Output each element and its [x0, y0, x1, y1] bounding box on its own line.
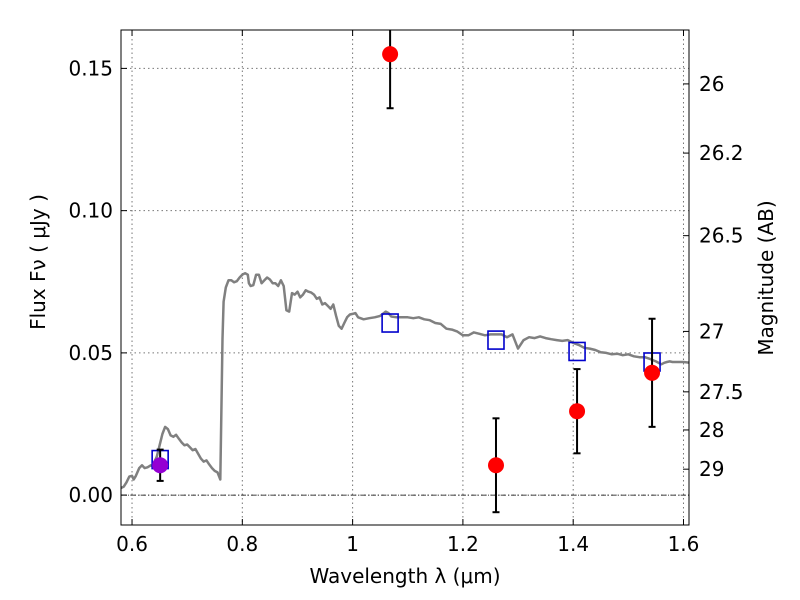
- mag-tick-label: 26.5: [699, 224, 744, 248]
- plot-frame: [120, 29, 690, 526]
- x-tick-label: 0.8: [226, 532, 258, 556]
- mag-tick-label: 28: [699, 418, 724, 442]
- synthetic-photometry-point: [568, 341, 586, 362]
- mag-tick-label: 26: [699, 72, 724, 96]
- y-tick-label: 0.15: [68, 56, 113, 80]
- synthetic-photometry-point: [487, 330, 505, 350]
- mag-tick-label: 27: [699, 319, 724, 343]
- y-tick-label: 0.10: [68, 199, 113, 223]
- x-tick-label: 0.6: [116, 532, 148, 556]
- x-tick-label: 1.2: [447, 532, 479, 556]
- mag-tick-label: 26.2: [699, 141, 744, 165]
- observed-photometry-point: [644, 364, 661, 381]
- plot-area: [121, 30, 689, 514]
- mag-tick-label: 29: [699, 457, 724, 481]
- axes: 0.6 0.8 1 1.2 1.4 1.6 0.00 0.05 0.10 0.15 26 26.2 26…: [68, 30, 744, 556]
- grid: [121, 30, 689, 525]
- observed-photometry-point: [569, 403, 586, 420]
- y-tick-label: 0.05: [68, 341, 113, 365]
- observed-photometry-point: [382, 46, 399, 63]
- plot-clipped: [121, 30, 689, 514]
- x-tick-label: 1.4: [557, 532, 589, 556]
- x-tick-label: 1.6: [668, 532, 700, 556]
- observed-photometry-point: [487, 457, 504, 474]
- synthetic-photometry-point: [381, 313, 399, 333]
- observed-photometry-point: [152, 457, 169, 474]
- x-axis-label: Wavelength λ (μm): [309, 564, 500, 588]
- model-sed-line: [121, 271, 689, 490]
- mag-tick-label: 27.5: [699, 380, 744, 404]
- y-axis-label: Flux Fν ( μJy ): [26, 194, 50, 330]
- y2-axis-label: Magnitude (AB): [754, 200, 778, 355]
- y-tick-label: 0.00: [68, 483, 113, 507]
- x-tick-label: 1: [346, 532, 359, 556]
